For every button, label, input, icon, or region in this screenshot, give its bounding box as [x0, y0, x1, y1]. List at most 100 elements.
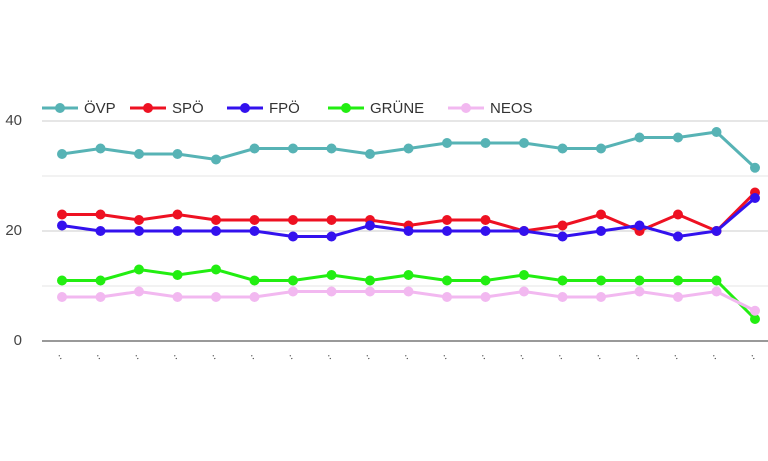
- legend-marker: [461, 103, 471, 113]
- point: [172, 226, 183, 236]
- point: [57, 149, 67, 159]
- x-tick-label: ..: [748, 350, 761, 361]
- point: [557, 275, 568, 286]
- point: [95, 226, 106, 236]
- legend-label: FPÖ: [269, 99, 300, 117]
- point: [442, 226, 452, 236]
- legend-label: NEOS: [490, 100, 533, 117]
- point: [365, 275, 375, 286]
- point: [403, 286, 414, 297]
- point: [403, 143, 414, 154]
- point: [57, 220, 67, 231]
- point: [519, 270, 529, 280]
- point: [249, 275, 260, 286]
- point: [365, 286, 375, 297]
- point: [596, 209, 606, 220]
- point: [750, 305, 760, 316]
- x-tick-label: ..: [594, 350, 607, 361]
- legend-label: GRÜNE: [370, 99, 424, 117]
- y-tick-label: 0: [14, 332, 22, 349]
- point: [365, 220, 375, 231]
- point: [288, 231, 298, 242]
- point: [519, 138, 529, 148]
- point: [634, 220, 645, 231]
- legend-label: SPÖ: [172, 99, 204, 117]
- x-tick-label: ..: [440, 350, 453, 361]
- x-tick-label: ..: [171, 350, 184, 361]
- y-tick-label: 40: [5, 112, 22, 129]
- point: [634, 286, 645, 297]
- point: [95, 209, 106, 220]
- point: [249, 215, 260, 225]
- point: [673, 209, 683, 220]
- legend-marker: [55, 103, 65, 113]
- point: [673, 292, 683, 302]
- point: [134, 286, 144, 297]
- point: [557, 143, 568, 154]
- point: [711, 275, 722, 286]
- point: [557, 220, 568, 231]
- x-tick-label: ..: [55, 350, 68, 361]
- point: [249, 292, 260, 302]
- point: [519, 286, 529, 297]
- x-tick-label: ..: [286, 350, 299, 361]
- x-tick-label: ..: [479, 350, 492, 361]
- point: [673, 132, 683, 143]
- point: [596, 143, 606, 154]
- point: [557, 292, 568, 302]
- x-tick-label: ..: [363, 350, 376, 361]
- point: [673, 231, 683, 242]
- x-tick-label: ..: [132, 350, 145, 361]
- legend-label: ÖVP: [84, 99, 116, 117]
- point: [172, 292, 183, 302]
- x-tick-label: ..: [671, 350, 684, 361]
- x-tick-label: ..: [633, 350, 646, 361]
- point: [480, 215, 491, 225]
- point: [326, 215, 337, 225]
- point: [442, 215, 452, 225]
- point: [557, 231, 568, 242]
- point: [403, 226, 414, 236]
- point: [442, 275, 452, 286]
- x-tick-label: ..: [517, 350, 530, 361]
- point: [288, 286, 298, 297]
- point: [326, 286, 337, 297]
- point: [596, 292, 606, 302]
- point: [711, 226, 722, 236]
- point: [519, 226, 529, 236]
- point: [134, 264, 144, 275]
- point: [326, 231, 337, 242]
- x-tick-label: ..: [248, 350, 261, 361]
- point: [288, 275, 298, 286]
- point: [711, 286, 722, 297]
- point: [211, 154, 221, 165]
- point: [750, 162, 760, 173]
- point: [172, 149, 183, 159]
- point: [480, 292, 491, 302]
- point: [211, 215, 221, 225]
- point: [634, 132, 645, 143]
- legend-marker: [341, 103, 351, 113]
- point: [288, 143, 298, 154]
- point: [57, 275, 67, 286]
- point: [480, 275, 491, 286]
- point: [596, 275, 606, 286]
- point: [403, 270, 414, 280]
- legend-marker: [143, 103, 153, 113]
- point: [95, 143, 106, 154]
- legend-marker: [240, 103, 250, 113]
- point: [480, 138, 491, 148]
- point: [326, 270, 337, 280]
- point: [57, 292, 67, 302]
- x-tick-label: ..: [325, 350, 338, 361]
- point: [134, 215, 144, 225]
- point: [134, 226, 144, 236]
- point: [95, 292, 106, 302]
- x-tick-label: ..: [710, 350, 723, 361]
- point: [480, 226, 491, 236]
- point: [326, 143, 337, 154]
- point: [288, 215, 298, 225]
- point: [442, 292, 452, 302]
- point: [634, 275, 645, 286]
